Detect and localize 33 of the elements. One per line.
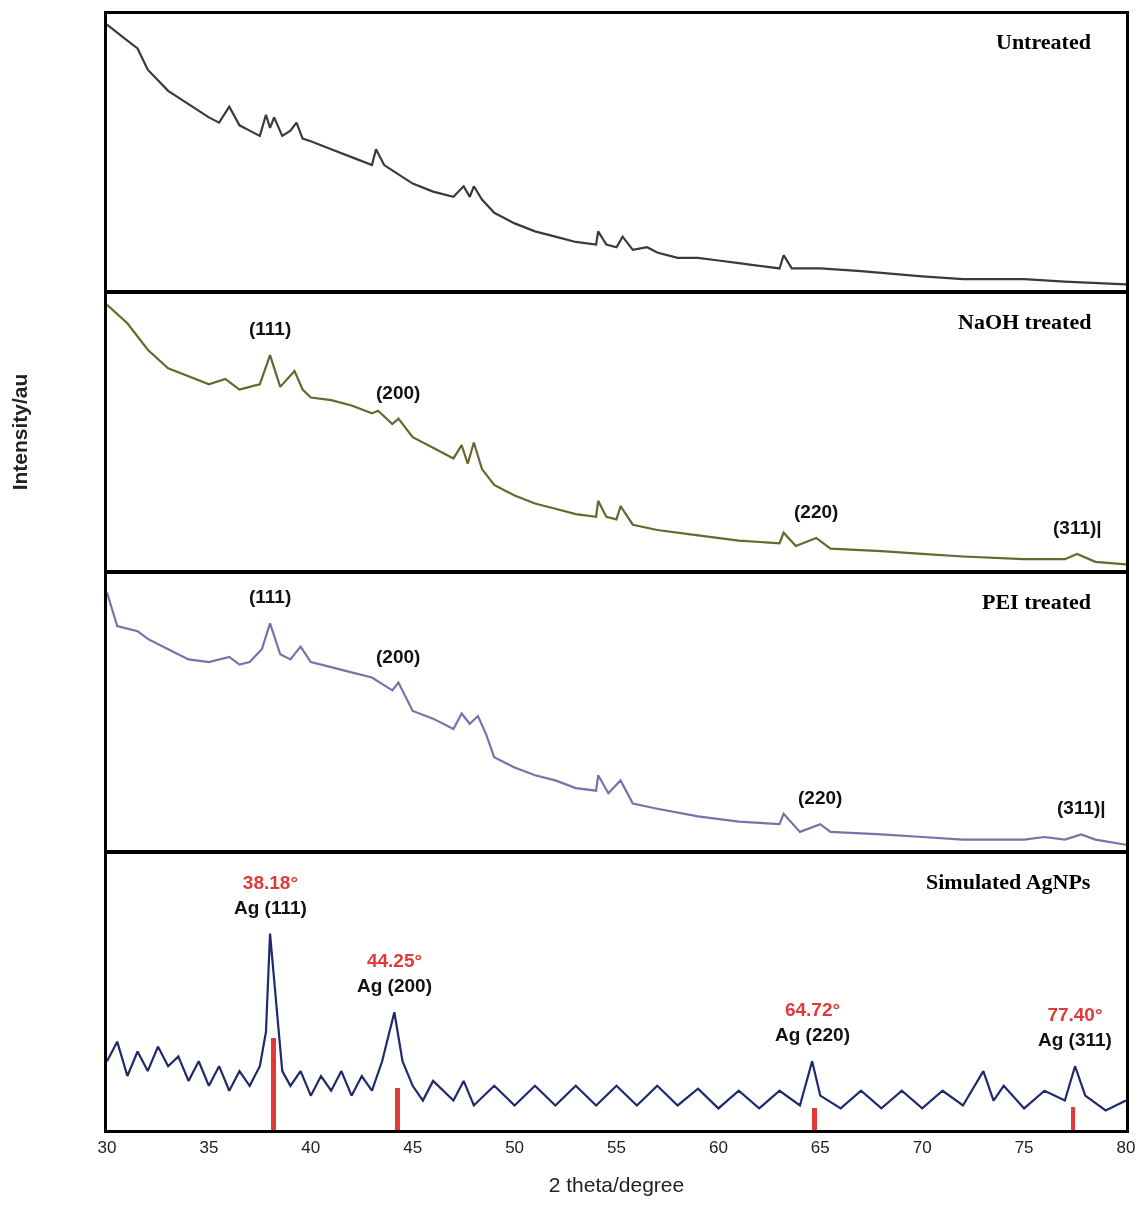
chart-title: Untreated bbox=[996, 29, 1091, 54]
annotation: (111) bbox=[249, 318, 292, 339]
x-tick-label: 35 bbox=[199, 1138, 219, 1158]
x-tick-label: 40 bbox=[301, 1138, 321, 1158]
x-axis-title: 2 theta/degree bbox=[548, 1173, 685, 1197]
annotation: (311)| bbox=[1057, 797, 1106, 818]
x-tick-label: 45 bbox=[403, 1138, 423, 1158]
annotation: 77.40° Ag (311) bbox=[1038, 1004, 1112, 1050]
x-tick-label: 80 bbox=[1116, 1138, 1136, 1158]
chart-title: Simulated AgNPs bbox=[926, 869, 1091, 894]
bar bbox=[271, 1038, 276, 1130]
annotation: 38.18° Ag (111) bbox=[234, 872, 307, 918]
x-tick-label: 50 bbox=[505, 1138, 525, 1158]
bar bbox=[812, 1108, 817, 1130]
annotation: (111) bbox=[249, 586, 292, 607]
annotation: (311)| bbox=[1053, 517, 1102, 538]
x-tick-label: 55 bbox=[607, 1138, 626, 1158]
x-tick-label: 65 bbox=[810, 1138, 830, 1158]
annotation: 44.25° Ag (200) bbox=[357, 950, 432, 996]
x-tick-label: 60 bbox=[708, 1138, 728, 1158]
annotation: (220) bbox=[798, 787, 843, 808]
x-tick-label: 75 bbox=[1014, 1138, 1034, 1158]
bar bbox=[1071, 1107, 1075, 1130]
chart-title: NaOH treated bbox=[958, 309, 1092, 334]
annotation: (220) bbox=[794, 501, 839, 522]
chart-title: PEI treated bbox=[982, 589, 1091, 614]
x-tick-label: 30 bbox=[97, 1138, 117, 1158]
annotation: (200) bbox=[376, 382, 421, 403]
y-axis-title: Intensity/au bbox=[8, 373, 32, 491]
x-tick-label: 70 bbox=[912, 1138, 932, 1158]
annotation: (200) bbox=[376, 646, 421, 667]
annotation: 64.72° Ag (220) bbox=[775, 999, 850, 1045]
bar bbox=[395, 1088, 400, 1130]
